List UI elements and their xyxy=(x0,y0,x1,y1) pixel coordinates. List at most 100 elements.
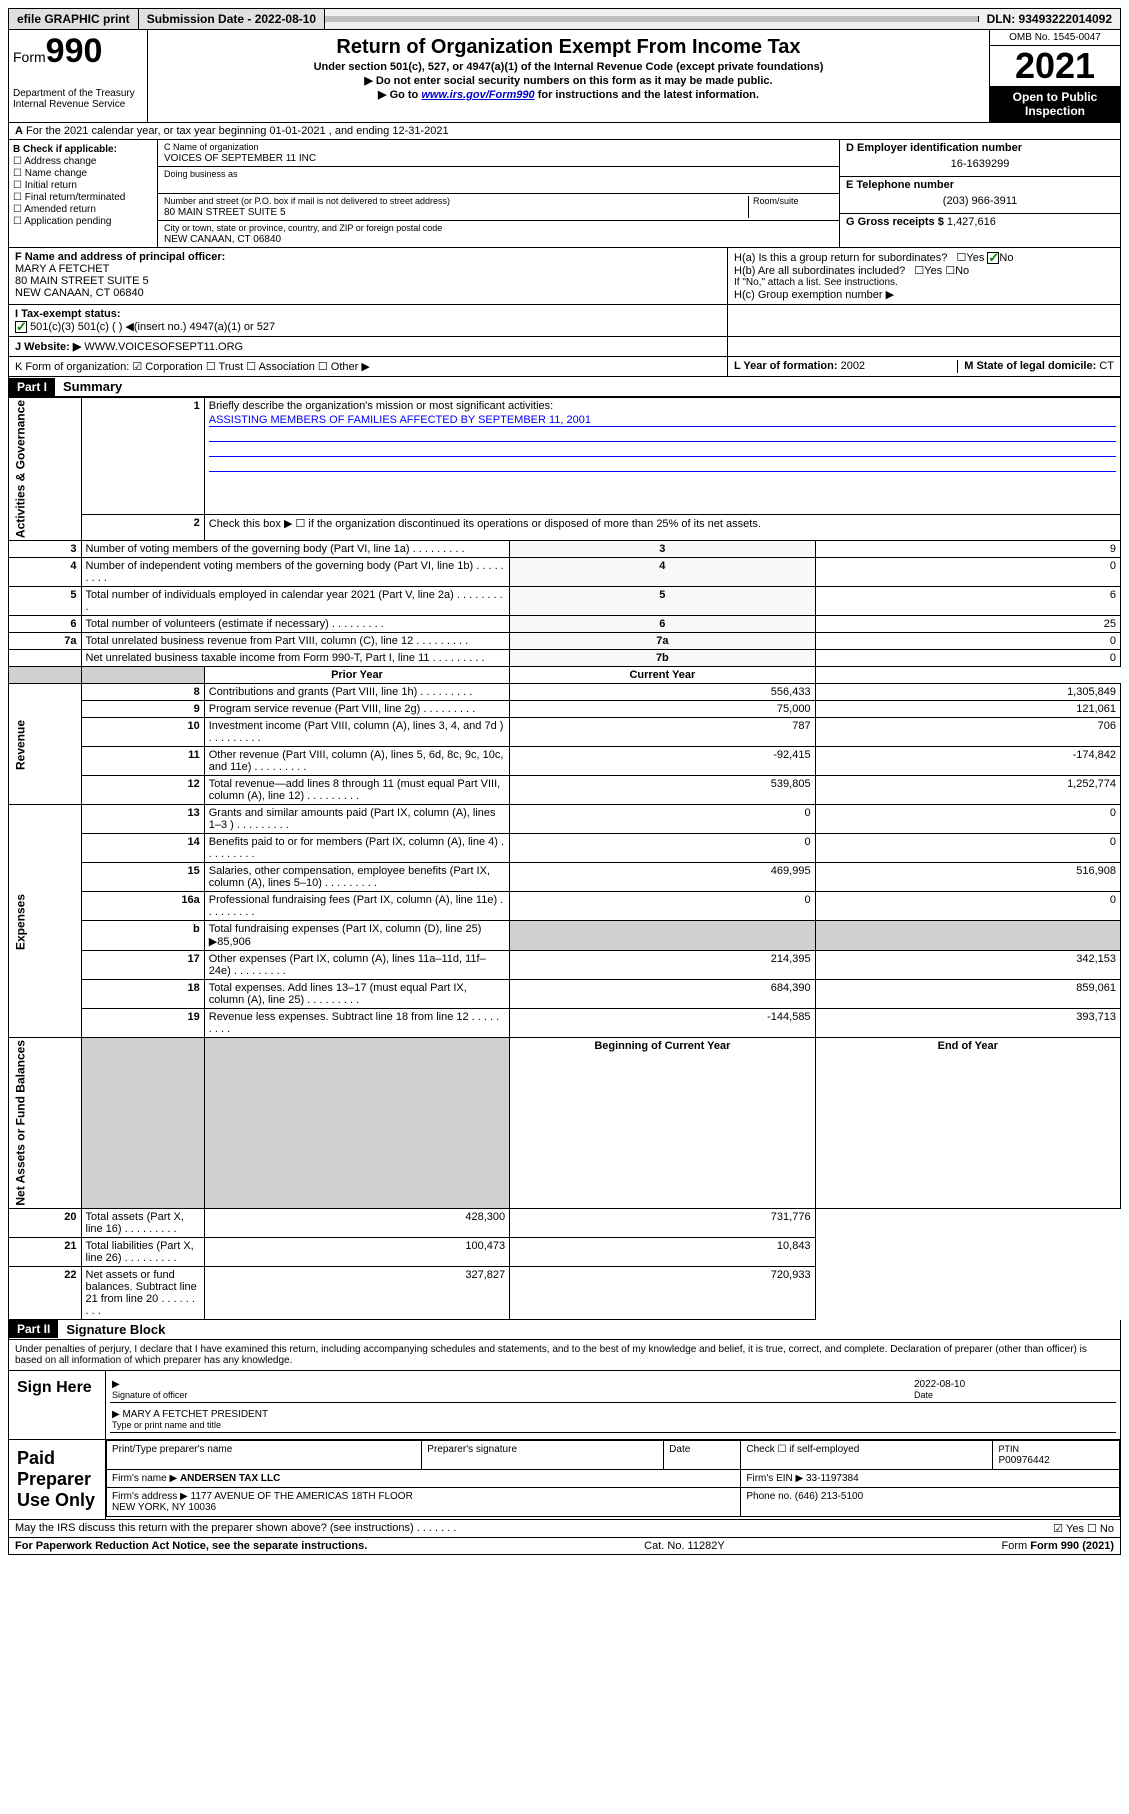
table-row: 20Total assets (Part X, line 16)428,3007… xyxy=(9,1208,1121,1237)
firm-phone-label: Phone no. xyxy=(746,1491,792,1502)
col-prior-header: Prior Year xyxy=(204,667,509,684)
table-row: 22Net assets or fund balances. Subtract … xyxy=(9,1266,1121,1319)
ein-label: D Employer identification number xyxy=(846,142,1022,154)
line1-label: Briefly describe the organization's miss… xyxy=(209,400,553,412)
form-subtitle-3: ▶ Go to www.irs.gov/Form990 for instruct… xyxy=(156,88,981,101)
year-formation-label: L Year of formation: xyxy=(734,360,838,372)
form-ref-num: Form 990 (2021) xyxy=(1030,1540,1114,1552)
footer: For Paperwork Reduction Act Notice, see … xyxy=(8,1538,1121,1555)
top-bar: efile GRAPHIC print Submission Date - 20… xyxy=(8,8,1121,30)
line-a: A For the 2021 calendar year, or tax yea… xyxy=(8,123,1121,140)
chk-pending[interactable]: ☐ Application pending xyxy=(13,216,153,227)
mission-blank-1 xyxy=(209,429,1116,442)
mission-blank-2 xyxy=(209,444,1116,457)
501c3-checkbox[interactable] xyxy=(15,321,27,333)
sign-here-block: Sign Here ▶Signature of officer 2022-08-… xyxy=(8,1371,1121,1440)
vert-governance: Activities & Governance xyxy=(9,398,82,541)
table-row: 11Other revenue (Part VIII, column (A), … xyxy=(9,747,1121,776)
org-name-label: C Name of organization xyxy=(164,142,259,152)
prep-name-label: Print/Type preparer's name xyxy=(107,1440,422,1469)
form-title: Return of Organization Exempt From Incom… xyxy=(156,36,981,59)
box-h: H(a) Is this a group return for subordin… xyxy=(728,248,1120,304)
domicile: CT xyxy=(1099,360,1114,372)
box-b-label: B Check if applicable: xyxy=(13,144,117,155)
form-subtitle-2: ▶ Do not enter social security numbers o… xyxy=(156,74,981,87)
efile-print-button[interactable]: efile GRAPHIC print xyxy=(9,9,139,29)
gross-value: 1,427,616 xyxy=(947,216,996,228)
row-j: J Website: ▶ WWW.VOICESOFSEPT11.ORG xyxy=(8,337,1121,357)
table-row: 9Program service revenue (Part VIII, lin… xyxy=(9,701,1121,718)
table-row: 10Investment income (Part VIII, column (… xyxy=(9,718,1121,747)
discuss-question: May the IRS discuss this return with the… xyxy=(15,1522,414,1534)
tax-status-opts: 501(c)(3) 501(c) ( ) ◀(insert no.) 4947(… xyxy=(30,321,275,333)
preparer-block: Paid Preparer Use Only Print/Type prepar… xyxy=(8,1440,1121,1520)
form-number: 990 xyxy=(46,32,103,70)
date-label: Date xyxy=(914,1390,933,1400)
domicile-label: M State of legal domicile: xyxy=(964,360,1096,372)
prep-date-label: Date xyxy=(664,1440,741,1469)
form-prefix: Form xyxy=(13,49,46,65)
row-f-h: F Name and address of principal officer:… xyxy=(8,248,1121,305)
firm-ein: 33-1197384 xyxy=(806,1473,859,1484)
table-row: 12Total revenue—add lines 8 through 11 (… xyxy=(9,776,1121,805)
ha-no-checkbox[interactable] xyxy=(987,252,999,264)
sign-date: 2022-08-10 xyxy=(914,1379,965,1390)
table-row: bTotal fundraising expenses (Part IX, co… xyxy=(9,921,1121,951)
form-ref: Form xyxy=(1002,1540,1031,1552)
part2-header: Part II Signature Block xyxy=(8,1320,1121,1340)
officer-addr2: NEW CANAAN, CT 06840 xyxy=(15,287,144,299)
year-formation: 2002 xyxy=(841,360,865,372)
line2-text: Check this box ▶ ☐ if the organization d… xyxy=(204,514,1120,541)
firm-phone: (646) 213-5100 xyxy=(795,1491,863,1502)
part1-badge: Part I xyxy=(9,378,55,396)
hc-label: H(c) Group exemption number ▶ xyxy=(734,288,1114,301)
row-klm: K Form of organization: ☑ Corporation ☐ … xyxy=(8,357,1121,377)
box-b: B Check if applicable: ☐ Address change … xyxy=(9,140,158,247)
form-header: Form990 Department of the Treasury Inter… xyxy=(8,30,1121,123)
col-begin-header: Beginning of Current Year xyxy=(510,1038,815,1209)
year-box: OMB No. 1545-0047 2021 Open to Public In… xyxy=(989,30,1120,122)
row-i: I Tax-exempt status: 501(c)(3) 501(c) ( … xyxy=(8,305,1121,337)
omb-number: OMB No. 1545-0047 xyxy=(990,30,1120,46)
header-center: Return of Organization Exempt From Incom… xyxy=(148,30,989,122)
chk-address[interactable]: ☐ Address change xyxy=(13,156,153,167)
table-row: 4Number of independent voting members of… xyxy=(9,558,1121,587)
table-row: 5Total number of individuals employed in… xyxy=(9,587,1121,616)
table-row: 15Salaries, other compensation, employee… xyxy=(9,863,1121,892)
officer-label: F Name and address of principal officer: xyxy=(15,251,225,263)
ptin-value: P00976442 xyxy=(998,1455,1049,1466)
firm-label: Firm's name ▶ xyxy=(112,1473,177,1484)
part2-badge: Part II xyxy=(9,1320,58,1338)
part1-title: Summary xyxy=(55,377,130,396)
table-row: 16aProfessional fundraising fees (Part I… xyxy=(9,892,1121,921)
firm-ein-label: Firm's EIN ▶ xyxy=(746,1473,803,1484)
table-row: Net unrelated business taxable income fr… xyxy=(9,650,1121,667)
dba-label: Doing business as xyxy=(164,169,238,179)
table-row: 7aTotal unrelated business revenue from … xyxy=(9,633,1121,650)
sig-label: Signature of officer xyxy=(112,1390,187,1400)
chk-final[interactable]: ☐ Final return/terminated xyxy=(13,192,153,203)
table-row: Expenses13Grants and similar amounts pai… xyxy=(9,805,1121,834)
hb-note: If "No," attach a list. See instructions… xyxy=(734,277,1114,288)
chk-initial[interactable]: ☐ Initial return xyxy=(13,180,153,191)
dept-treasury: Department of the Treasury xyxy=(13,88,143,99)
website-label: J Website: ▶ xyxy=(15,341,81,353)
chk-amended[interactable]: ☐ Amended return xyxy=(13,204,153,215)
name-label: Type or print name and title xyxy=(112,1420,221,1430)
gross-label: G Gross receipts $ xyxy=(846,216,944,228)
form-subtitle-1: Under section 501(c), 527, or 4947(a)(1)… xyxy=(156,61,981,73)
addr-label: Number and street (or P.O. box if mail i… xyxy=(164,196,450,206)
vert-net: Net Assets or Fund Balances xyxy=(9,1038,82,1209)
firm-name: ANDERSEN TAX LLC xyxy=(180,1473,280,1484)
col-end-header: End of Year xyxy=(815,1038,1120,1209)
form990-link[interactable]: www.irs.gov/Form990 xyxy=(421,89,534,101)
table-row: 19Revenue less expenses. Subtract line 1… xyxy=(9,1009,1121,1038)
mission-text: ASSISTING MEMBERS OF FAMILIES AFFECTED B… xyxy=(209,414,1116,427)
col-current-header: Current Year xyxy=(510,667,815,684)
chk-name[interactable]: ☐ Name change xyxy=(13,168,153,179)
table-row: 17Other expenses (Part IX, column (A), l… xyxy=(9,951,1121,980)
cat-no: Cat. No. 11282Y xyxy=(644,1540,725,1552)
table-row: 3Number of voting members of the governi… xyxy=(9,541,1121,558)
phone-value: (203) 966-3911 xyxy=(846,191,1114,211)
box-k: K Form of organization: ☑ Corporation ☐ … xyxy=(9,357,728,376)
